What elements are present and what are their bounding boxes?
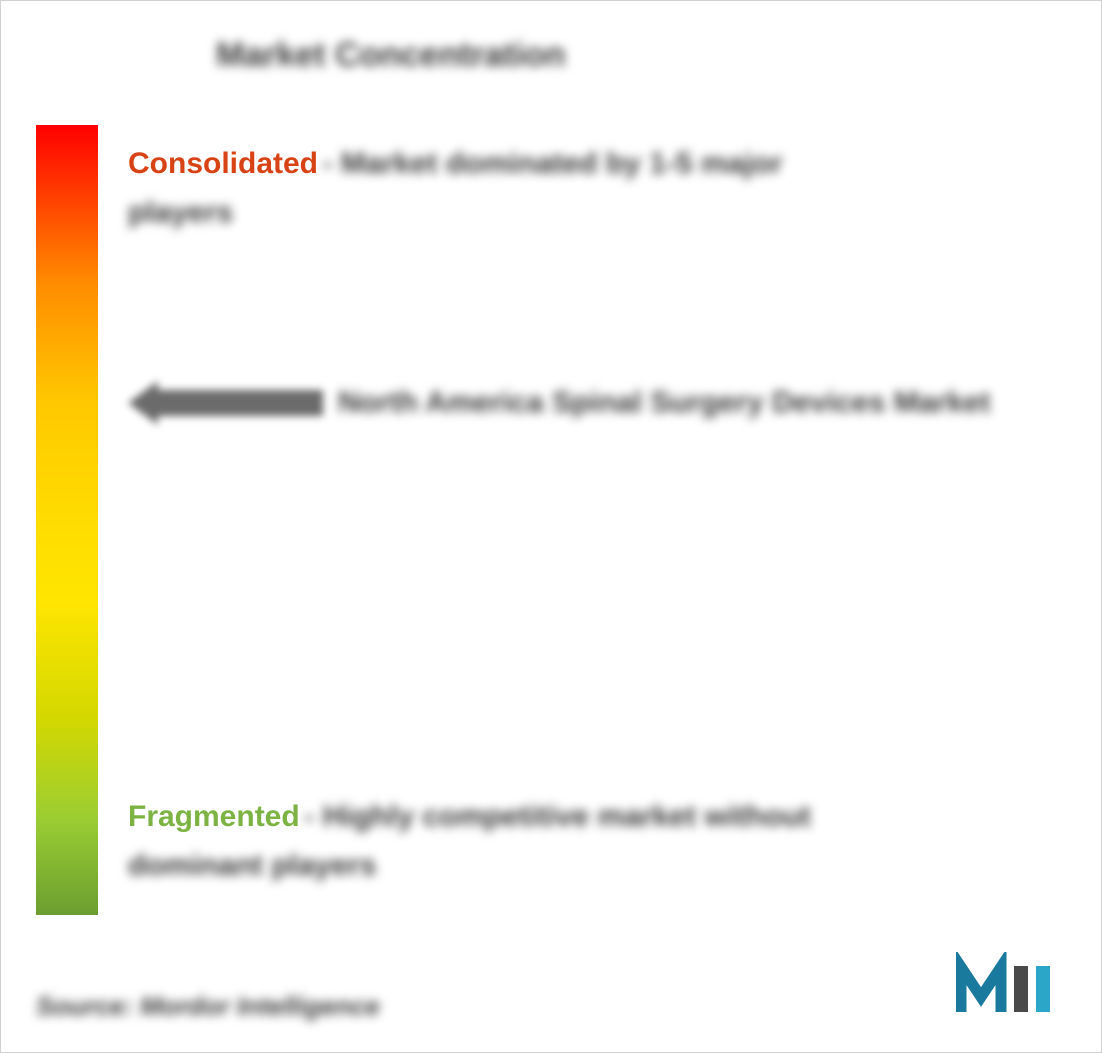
fragmented-description: - Highly competitive market without xyxy=(304,800,811,833)
consolidated-section: Consolidated - Market dominated by 1-5 m… xyxy=(128,147,1046,230)
arrow-body xyxy=(158,390,323,416)
arrow-icon xyxy=(128,380,323,425)
descriptions-container: Consolidated - Market dominated by 1-5 m… xyxy=(128,125,1066,915)
chart-title: Market Concentration xyxy=(216,36,1066,75)
fragmented-label: Fragmented xyxy=(128,800,300,833)
footer: Source: Mordor Intelligence xyxy=(36,952,1066,1022)
consolidated-description: - Market dominated by 1-5 major xyxy=(322,147,782,180)
market-name-label: North America Spinal Surgery Devices Mar… xyxy=(338,386,990,420)
consolidated-label: Consolidated xyxy=(128,147,318,180)
fragmented-section: Fragmented - Highly competitive market w… xyxy=(128,800,1046,883)
market-indicator: North America Spinal Surgery Devices Mar… xyxy=(128,380,990,425)
source-attribution: Source: Mordor Intelligence xyxy=(36,991,380,1022)
main-content: Consolidated - Market dominated by 1-5 m… xyxy=(36,125,1066,915)
consolidated-description-line2: players xyxy=(128,196,1046,230)
arrow-head xyxy=(128,381,158,425)
mordor-logo-icon xyxy=(956,952,1066,1022)
fragmented-description-line2: dominant players xyxy=(128,849,1046,883)
concentration-gradient-bar xyxy=(36,125,98,915)
